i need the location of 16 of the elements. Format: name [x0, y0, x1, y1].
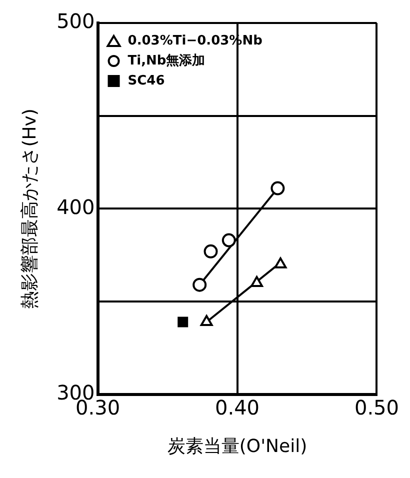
- x-tick-label: 0.50: [354, 396, 399, 420]
- point: [200, 314, 213, 326]
- point: [204, 244, 218, 258]
- y-axis-title: 熱影響部最高かたさ(Hv): [19, 108, 40, 309]
- point: [192, 278, 207, 292]
- y-tick-label: 500: [56, 9, 95, 34]
- legend-label: SC46: [128, 73, 165, 88]
- point: [270, 181, 285, 196]
- legend-label: Ti,Nb無添加: [128, 53, 206, 68]
- point: [178, 316, 188, 328]
- y-tick-label: 400: [56, 194, 95, 219]
- point: [274, 257, 287, 268]
- point: [222, 233, 236, 248]
- x-tick-label: 0.40: [214, 396, 260, 420]
- x-axis-title: 炭素当量(O'Neil): [167, 436, 308, 457]
- point: [250, 276, 263, 287]
